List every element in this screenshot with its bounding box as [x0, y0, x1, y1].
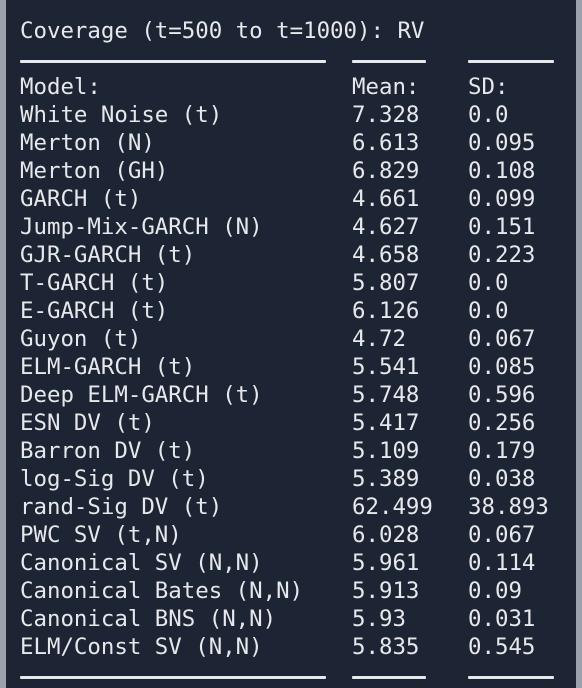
row-sd: 0.0 [468, 102, 509, 128]
row-model: GARCH (t) [20, 186, 142, 212]
row-model: rand-Sig DV (t) [20, 494, 223, 520]
row-sd: 0.0 [468, 270, 509, 296]
row-model: GJR-GARCH (t) [20, 242, 196, 268]
row-mean: 5.109 [352, 438, 420, 464]
row-mean: 4.72 [352, 326, 406, 352]
row-mean: 5.913 [352, 578, 420, 604]
row-mean: 7.328 [352, 102, 420, 128]
separator-model-top [20, 60, 326, 63]
row-sd: 0.038 [468, 466, 536, 492]
row-sd: 0.0 [468, 298, 509, 324]
row-sd: 0.545 [468, 634, 536, 660]
row-sd: 0.099 [468, 186, 536, 212]
row-mean: 5.93 [352, 606, 406, 632]
row-model: log-Sig DV (t) [20, 466, 209, 492]
row-sd: 0.031 [468, 606, 536, 632]
row-sd: 0.151 [468, 214, 536, 240]
row-model: Deep ELM-GARCH (t) [20, 382, 263, 408]
row-mean: 6.126 [352, 298, 420, 324]
row-model: Guyon (t) [20, 326, 142, 352]
row-model: Canonical Bates (N,N) [20, 578, 304, 604]
row-model: E-GARCH (t) [20, 298, 169, 324]
row-sd: 0.108 [468, 158, 536, 184]
row-model: Canonical SV (N,N) [20, 550, 263, 576]
row-mean: 6.829 [352, 158, 420, 184]
row-mean: 5.541 [352, 354, 420, 380]
separator-mean-bottom [352, 676, 426, 679]
row-mean: 4.661 [352, 186, 420, 212]
row-sd: 0.095 [468, 130, 536, 156]
row-sd: 0.085 [468, 354, 536, 380]
row-mean: 5.961 [352, 550, 420, 576]
row-sd: 0.114 [468, 550, 536, 576]
output-title: Coverage (t=500 to t=1000): RV [20, 18, 425, 44]
row-sd: 0.067 [468, 326, 536, 352]
separator-mean-top [352, 60, 426, 63]
row-model: Canonical BNS (N,N) [20, 606, 277, 632]
header-mean: Mean: [352, 74, 420, 100]
row-sd: 38.893 [468, 494, 549, 520]
row-model: White Noise (t) [20, 102, 223, 128]
row-model: Barron DV (t) [20, 438, 196, 464]
row-model: Merton (GH) [20, 158, 169, 184]
separator-sd-top [468, 60, 554, 63]
row-mean: 5.835 [352, 634, 420, 660]
row-model: Jump-Mix-GARCH (N) [20, 214, 263, 240]
row-mean: 62.499 [352, 494, 433, 520]
row-model: ELM-GARCH (t) [20, 354, 196, 380]
row-mean: 4.627 [352, 214, 420, 240]
row-sd: 0.09 [468, 578, 522, 604]
row-mean: 5.417 [352, 410, 420, 436]
header-sd: SD: [468, 74, 509, 100]
table-header: Model: Mean: SD: [20, 73, 508, 101]
row-mean: 4.658 [352, 242, 420, 268]
row-model: Merton (N) [20, 130, 155, 156]
row-mean: 6.028 [352, 522, 420, 548]
row-mean: 5.807 [352, 270, 420, 296]
row-mean: 6.613 [352, 130, 420, 156]
row-sd: 0.256 [468, 410, 536, 436]
header-model: Model: [20, 74, 101, 100]
row-sd: 0.596 [468, 382, 536, 408]
row-model: ESN DV (t) [20, 410, 155, 436]
row-mean: 5.748 [352, 382, 420, 408]
separator-model-bottom [20, 676, 326, 679]
row-model: ELM/Const SV (N,N) [20, 634, 263, 660]
row-sd: 0.179 [468, 438, 536, 464]
row-mean: 5.389 [352, 466, 420, 492]
row-sd: 0.223 [468, 242, 536, 268]
row-model: PWC SV (t,N) [20, 522, 182, 548]
separator-sd-bottom [468, 676, 554, 679]
row-model: T-GARCH (t) [20, 270, 169, 296]
row-sd: 0.067 [468, 522, 536, 548]
